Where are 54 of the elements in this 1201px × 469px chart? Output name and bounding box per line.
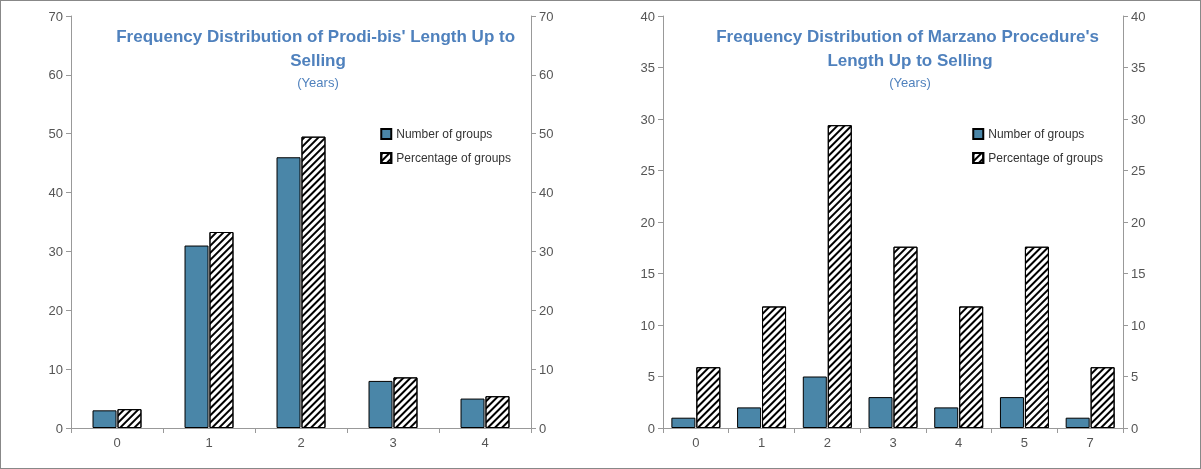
x-tick-label: 7	[1086, 435, 1094, 450]
legend-label: Number of groups	[396, 127, 493, 141]
y2-tick-label: 25	[1131, 163, 1146, 178]
y2-tick-label: 30	[1131, 111, 1146, 127]
x-tick-label: 5	[1020, 435, 1029, 450]
x-tick-label: 4	[955, 435, 963, 450]
y2-tick-label: 35	[1131, 60, 1146, 75]
y2-tick-label: 0	[1131, 420, 1139, 436]
y-tick-label: 10	[48, 361, 63, 377]
y-tick-label: 60	[48, 67, 63, 83]
x-tick-label: 2	[297, 435, 305, 450]
y-tick-label: 40	[48, 185, 63, 201]
y-tick-label: 20	[48, 302, 63, 318]
y2-tick-label: 50	[539, 126, 554, 142]
y2-tick-label: 40	[539, 185, 554, 201]
text: (Years)	[889, 75, 931, 90]
x-tick-label: 2	[823, 435, 831, 450]
y2-tick-label: 40	[1131, 8, 1146, 24]
x-tick-label: 1	[205, 435, 213, 450]
legend-label: Percentage of groups	[988, 151, 1104, 165]
y-tick-label: 30	[48, 243, 63, 259]
y-tick-label: 30	[640, 111, 655, 127]
y-tick-label: 35	[640, 60, 655, 75]
y-tick-label: 70	[48, 8, 63, 24]
y-tick-label: 10	[640, 317, 655, 333]
y2-tick-label: 30	[539, 243, 554, 259]
legend-label: Percentage of groups	[396, 151, 512, 165]
y-tick-label: 15	[640, 266, 655, 281]
x-tick-label: 0	[692, 435, 700, 450]
x-tick-label: 1	[757, 435, 766, 450]
x-tick-label: 3	[889, 435, 897, 450]
y2-tick-label: 0	[539, 420, 547, 436]
y2-tick-label: 70	[539, 8, 554, 24]
text: Frequency Distribution of Marzano Procedure's Length Up to Selling	[716, 26, 1104, 70]
x-tick-label: 0	[113, 435, 121, 450]
text: Frequency Distribution of Prodi-bis' Length Up to Selling	[116, 26, 520, 70]
legend-label: Number of groups	[988, 127, 1085, 141]
y-tick-label: 5	[647, 369, 655, 384]
x-tick-label: 4	[481, 435, 489, 450]
y2-tick-label: 10	[539, 361, 554, 377]
y-tick-label: 25	[640, 163, 655, 178]
y2-tick-label: 20	[1131, 214, 1146, 230]
y-tick-label: 50	[48, 126, 63, 142]
y2-tick-label: 5	[1131, 369, 1139, 384]
y-tick-label: 0	[647, 420, 655, 436]
x-tick-label: 3	[389, 435, 397, 450]
y-tick-label: 0	[55, 420, 63, 436]
y2-tick-label: 10	[1131, 317, 1146, 333]
y2-tick-label: 20	[539, 302, 554, 318]
y2-tick-label: 15	[1131, 266, 1146, 281]
y-tick-label: 20	[640, 214, 655, 230]
y-tick-label: 40	[640, 8, 655, 24]
y2-tick-label: 60	[539, 67, 554, 83]
text: (Years)	[297, 75, 339, 90]
